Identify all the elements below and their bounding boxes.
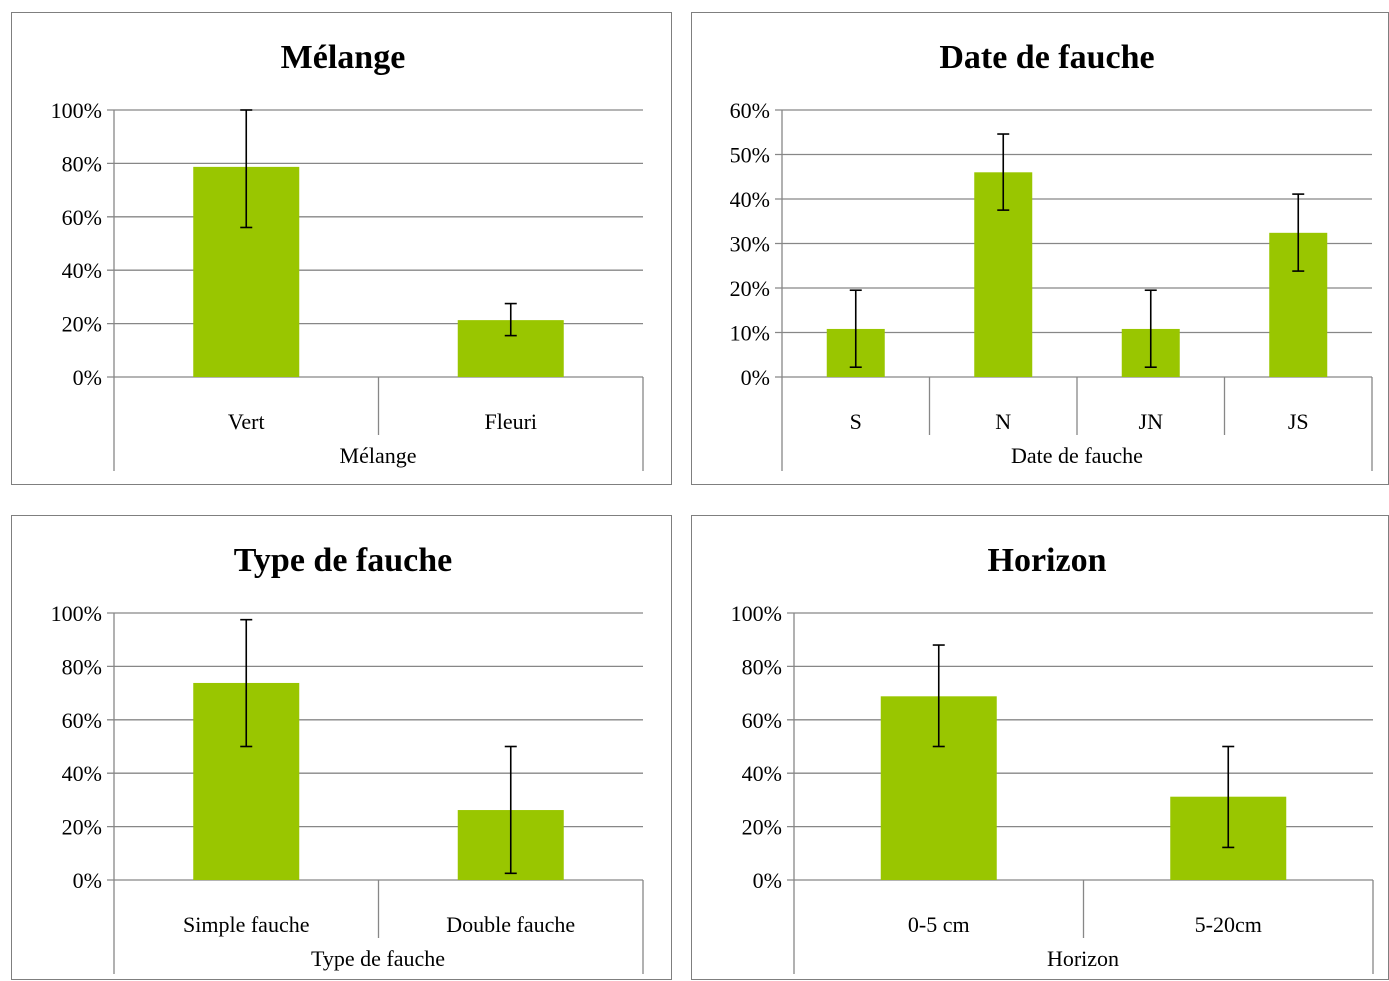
y-tick-label: 60%: [742, 708, 782, 733]
plot-area: 0% 20% 40% 60% 80% 100% Simple fauche Double fa…: [51, 601, 644, 974]
group-axis-label: Date de fauche: [1011, 443, 1143, 468]
y-tick-label: 50%: [730, 143, 770, 168]
chart-title: Horizon: [988, 542, 1107, 579]
y-tick-label: 100%: [51, 601, 102, 626]
x-category-label: 0-5 cm: [908, 912, 970, 937]
chart-panel-type-de-fauche: Type de fauche 0% 20% 40% 60% 80% 100% Simple …: [11, 515, 672, 980]
chart-svg-horizon: Horizon 0% 20% 40% 60% 80% 100% 0-5 cm 5-20cm H…: [731, 542, 1374, 974]
x-category-label: Vert: [228, 409, 265, 434]
chart-svg-type-de-fauche: Type de fauche 0% 20% 40% 60% 80% 100% Simple …: [51, 542, 644, 974]
x-category-label: S: [850, 409, 862, 434]
y-tick-label: 20%: [62, 815, 102, 840]
y-tick-label: 100%: [51, 98, 102, 123]
y-tick-label: 0%: [73, 868, 102, 893]
y-tick-label: 20%: [62, 312, 102, 337]
y-tick-label: 30%: [730, 232, 770, 257]
chart-title: Mélange: [281, 39, 406, 76]
y-tick-label: 0%: [73, 365, 102, 390]
chart-svg-melange: Mélange 0% 20% 40% 60% 80% 100% Vert Fleuri Mél…: [51, 39, 644, 471]
x-category-label: Fleuri: [484, 409, 537, 434]
group-axis-label: Mélange: [340, 443, 417, 468]
chart-title: Date de fauche: [939, 39, 1154, 76]
y-tick-label: 10%: [730, 321, 770, 346]
y-tick-label: 80%: [742, 654, 782, 679]
y-tick-label: 40%: [730, 187, 770, 212]
x-category-label: Simple fauche: [183, 912, 309, 937]
chart-panel-date-de-fauche: Date de fauche 0% 10% 20% 30% 40% 50% 60% S N JN J…: [691, 12, 1389, 485]
x-category-label: JN: [1139, 409, 1164, 434]
chart-panel-horizon: Horizon 0% 20% 40% 60% 80% 100% 0-5 cm 5-20cm H…: [691, 515, 1389, 980]
y-tick-label: 60%: [730, 98, 770, 123]
y-tick-label: 20%: [742, 815, 782, 840]
y-tick-label: 60%: [62, 205, 102, 230]
chart-svg-date-de-fauche: Date de fauche 0% 10% 20% 30% 40% 50% 60% S N JN J…: [730, 39, 1373, 471]
y-tick-label: 60%: [62, 708, 102, 733]
x-category-label: JS: [1288, 409, 1309, 434]
y-tick-label: 20%: [730, 276, 770, 301]
x-category-label: N: [995, 409, 1011, 434]
plot-area: 0% 20% 40% 60% 80% 100% 0-5 cm 5-20cm: [731, 601, 1374, 974]
x-category-label: Double fauche: [446, 912, 575, 937]
y-tick-label: 40%: [742, 761, 782, 786]
y-tick-label: 40%: [62, 258, 102, 283]
group-axis-label: Horizon: [1047, 946, 1119, 971]
y-tick-label: 0%: [741, 365, 770, 390]
y-tick-label: 80%: [62, 654, 102, 679]
y-tick-label: 0%: [753, 868, 782, 893]
chart-title: Type de fauche: [234, 542, 452, 579]
y-tick-label: 100%: [731, 601, 782, 626]
y-tick-label: 80%: [62, 151, 102, 176]
plot-area: 0% 20% 40% 60% 80% 100% Vert Fleuri: [51, 98, 644, 471]
y-tick-label: 40%: [62, 761, 102, 786]
x-category-label: 5-20cm: [1195, 912, 1262, 937]
plot-area: 0% 10% 20% 30% 40% 50% 60% S N JN JS: [730, 98, 1373, 471]
group-axis-label: Type de fauche: [311, 946, 445, 971]
chart-panel-melange: Mélange 0% 20% 40% 60% 80% 100% Vert Fleuri Mél…: [11, 12, 672, 485]
